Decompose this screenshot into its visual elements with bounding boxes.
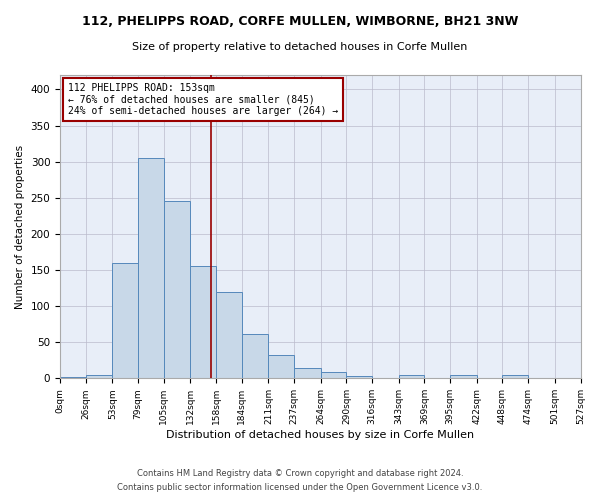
Text: Contains public sector information licensed under the Open Government Licence v3: Contains public sector information licen… [118, 484, 482, 492]
Bar [502, 376, 528, 378]
Bar [399, 376, 424, 378]
Text: Contains HM Land Registry data © Crown copyright and database right 2024.: Contains HM Land Registry data © Crown c… [137, 468, 463, 477]
Bar [321, 372, 346, 378]
X-axis label: Distribution of detached houses by size in Corfe Mullen: Distribution of detached houses by size … [166, 430, 475, 440]
Text: Size of property relative to detached houses in Corfe Mullen: Size of property relative to detached ho… [133, 42, 467, 52]
Text: 112 PHELIPPS ROAD: 153sqm
← 76% of detached houses are smaller (845)
24% of semi: 112 PHELIPPS ROAD: 153sqm ← 76% of detac… [68, 82, 338, 116]
Bar [242, 334, 268, 378]
Bar [138, 158, 164, 378]
Bar [60, 377, 86, 378]
Bar [346, 376, 372, 378]
Bar [450, 376, 477, 378]
Bar [164, 202, 190, 378]
Y-axis label: Number of detached properties: Number of detached properties [15, 144, 25, 308]
Bar [268, 355, 294, 378]
Text: 112, PHELIPPS ROAD, CORFE MULLEN, WIMBORNE, BH21 3NW: 112, PHELIPPS ROAD, CORFE MULLEN, WIMBOR… [82, 15, 518, 28]
Bar [86, 374, 112, 378]
Bar [112, 263, 138, 378]
Bar [294, 368, 321, 378]
Bar [216, 292, 242, 378]
Bar [190, 266, 216, 378]
